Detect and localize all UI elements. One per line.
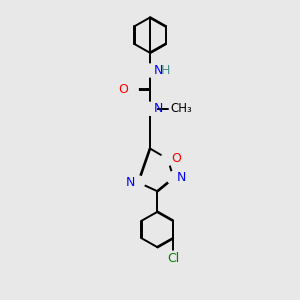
Text: N: N <box>154 102 163 115</box>
Text: N: N <box>177 172 187 184</box>
Text: O: O <box>118 83 128 96</box>
Text: N: N <box>125 176 135 189</box>
Circle shape <box>125 83 138 96</box>
Circle shape <box>167 172 180 184</box>
Circle shape <box>165 251 181 267</box>
Circle shape <box>143 102 157 115</box>
Circle shape <box>161 152 174 165</box>
Circle shape <box>132 176 145 189</box>
Text: H: H <box>160 64 170 77</box>
Circle shape <box>143 64 157 77</box>
Text: O: O <box>171 152 181 165</box>
Text: CH₃: CH₃ <box>171 102 192 115</box>
Text: N: N <box>154 64 163 77</box>
Text: Cl: Cl <box>167 252 179 266</box>
